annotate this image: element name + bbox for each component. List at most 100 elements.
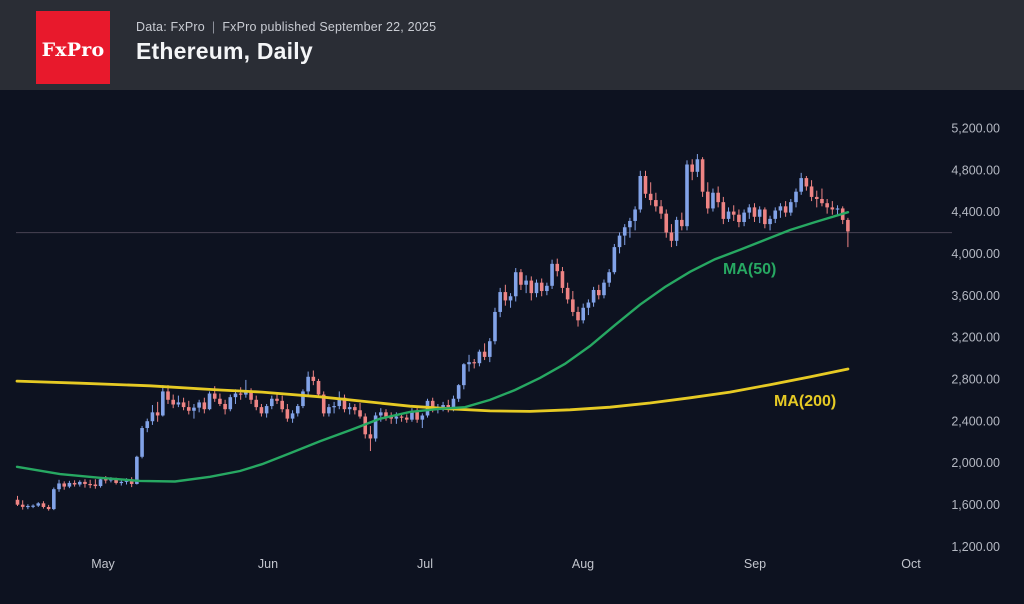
candle (280, 395, 284, 413)
candle (52, 487, 56, 511)
candle (161, 385, 165, 417)
candle-body (347, 407, 352, 410)
candle (176, 395, 181, 408)
candle-body (166, 391, 170, 400)
candle (62, 481, 67, 490)
candle-body (342, 397, 347, 410)
candle (711, 188, 715, 212)
candle-body (368, 434, 373, 439)
candle-body (36, 503, 41, 506)
candle-body (716, 192, 720, 203)
candle-body (539, 282, 544, 292)
candle (804, 175, 809, 191)
candle (726, 207, 731, 223)
candle (498, 287, 502, 318)
candle (145, 418, 150, 433)
candle (565, 282, 570, 304)
candle-body (119, 481, 124, 484)
candle-body (456, 385, 461, 399)
candle-body (207, 393, 212, 410)
candle (456, 384, 461, 402)
candle (337, 391, 342, 410)
candle-body (275, 398, 279, 401)
x-axis-label: Jul (417, 557, 433, 571)
candle-body (659, 206, 663, 214)
candle-body (161, 391, 165, 416)
candle (327, 403, 331, 417)
candle-body (332, 406, 336, 408)
candle-body (145, 421, 150, 429)
candle (659, 200, 663, 219)
candle (654, 192, 658, 212)
candle (77, 480, 82, 487)
candle (316, 378, 321, 398)
candle (223, 399, 227, 415)
ma200-line (15, 367, 850, 413)
candle-body (259, 407, 264, 414)
candle-body (379, 412, 383, 416)
candle (192, 403, 196, 419)
candle (700, 157, 705, 197)
candle (747, 204, 752, 219)
candle-body (519, 272, 523, 285)
candle-body (700, 159, 705, 192)
candle-body (622, 227, 627, 236)
candle-body (353, 407, 357, 411)
candle-body (794, 191, 798, 203)
published-date: FxPro published September 22, 2025 (222, 20, 437, 34)
ma200-label: MA(200) (774, 393, 836, 410)
candle-body (46, 506, 51, 510)
candle-body (26, 505, 30, 508)
candle-body (789, 202, 793, 213)
candle (46, 504, 51, 511)
candle-body (680, 219, 684, 227)
candle (197, 399, 201, 413)
candle (539, 278, 544, 297)
candle (602, 279, 606, 299)
candle (705, 182, 710, 214)
candle-body (290, 413, 295, 419)
candle-body (311, 376, 316, 381)
x-axis-label: Aug (572, 557, 594, 571)
candle-body (327, 407, 331, 414)
candle-body (493, 311, 497, 342)
candle-body (223, 403, 227, 410)
x-axis-label: Oct (901, 557, 921, 571)
candle (846, 217, 850, 248)
candle (238, 387, 243, 400)
candle-body (705, 191, 710, 209)
candle (218, 393, 222, 407)
candle (20, 500, 25, 510)
candle-body (617, 235, 622, 248)
candle (15, 495, 20, 507)
candle-body (389, 416, 393, 419)
candle (347, 402, 352, 415)
candle-body (155, 412, 160, 416)
candle-body (77, 481, 82, 485)
y-axis-label: 4,800.00 (951, 163, 1000, 177)
header-text: Data: FxPro | FxPro published September 22… (136, 20, 436, 65)
candle (290, 410, 295, 423)
candle (72, 480, 77, 487)
candle (591, 286, 596, 307)
candle (186, 400, 191, 415)
candle (467, 354, 471, 372)
candle (731, 205, 736, 221)
candle-body (114, 479, 118, 483)
candle-body (586, 302, 591, 308)
candle-body (404, 417, 409, 420)
candle-body (98, 479, 103, 487)
candle (814, 190, 819, 208)
candle (487, 338, 492, 363)
x-axis-label: Jun (258, 557, 278, 571)
candle (690, 159, 694, 181)
candle (88, 479, 92, 489)
candle-body (752, 207, 757, 217)
candle (270, 395, 274, 410)
y-axis-label: 4,400.00 (951, 205, 1000, 219)
candle (835, 205, 840, 216)
candle-body (62, 483, 67, 487)
candle-body (602, 282, 606, 296)
candle (301, 389, 305, 409)
candle-body (254, 399, 259, 408)
